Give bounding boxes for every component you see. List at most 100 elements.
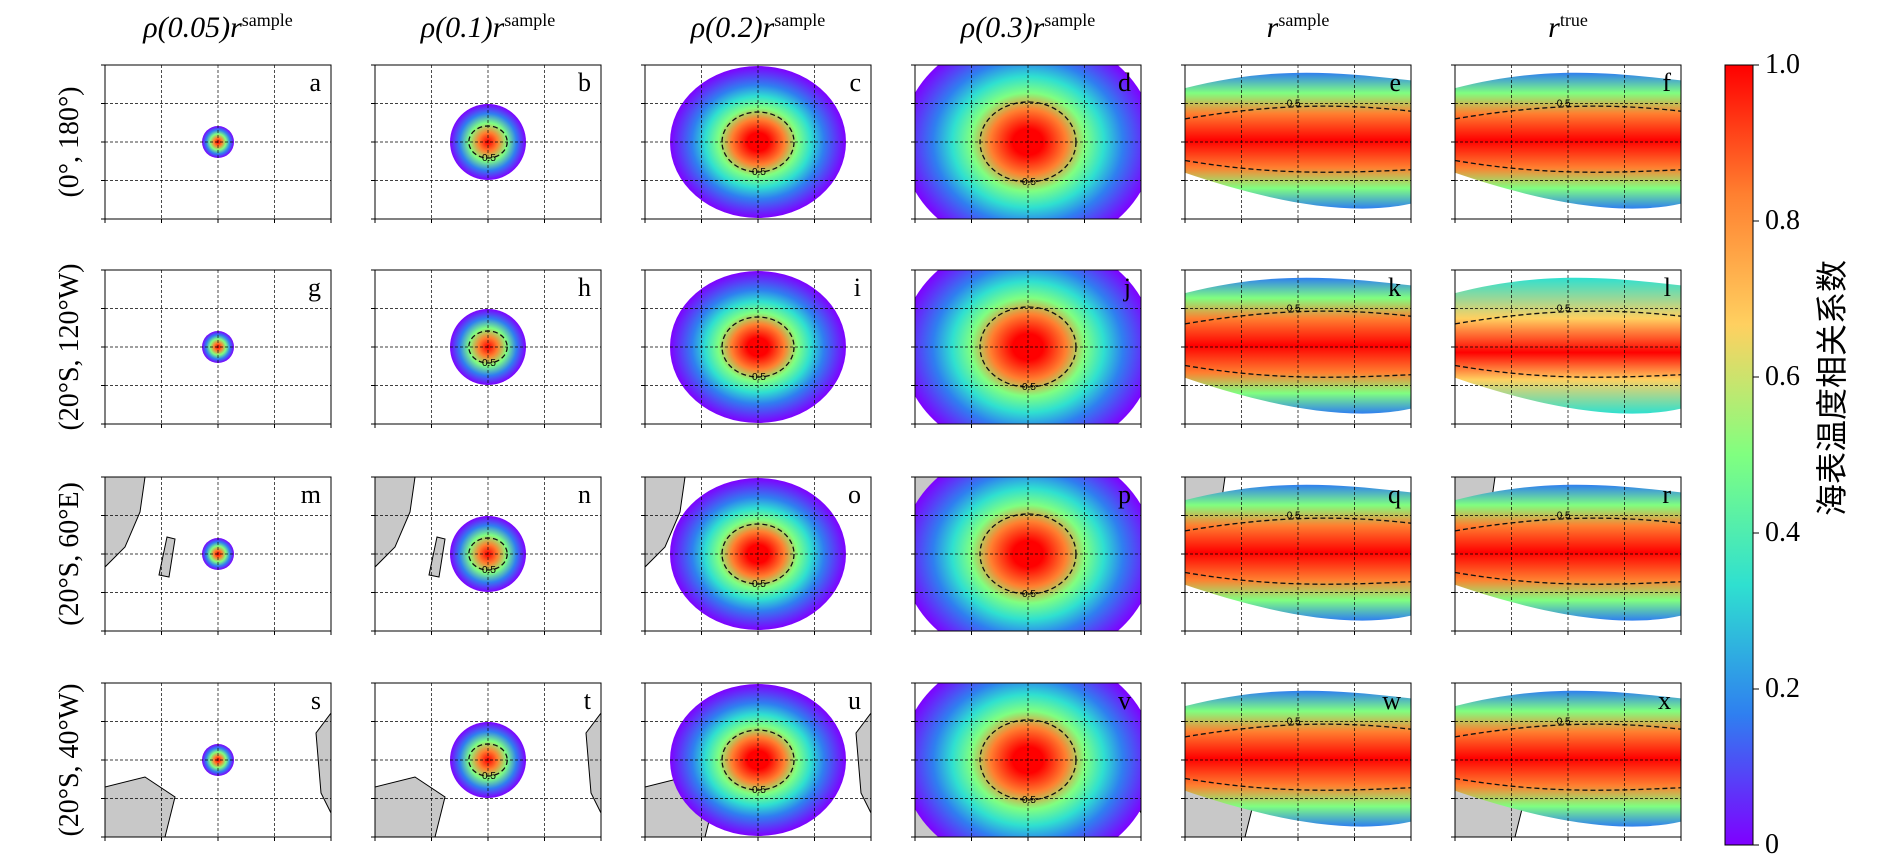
panel-label: f [1662, 68, 1671, 97]
contour-label: 0.5 [1557, 99, 1571, 110]
colorbar-bar [1724, 64, 1754, 846]
land-africa [645, 477, 686, 568]
panel-v: 0.5 v [911, 682, 1142, 841]
column-title-rho01: ρ(0.1)rsample [420, 10, 556, 44]
contour-label: 0.5 [752, 372, 766, 383]
panel-label: o [848, 480, 861, 509]
contour-0-5 [1185, 159, 1411, 173]
panel-label: e [1389, 68, 1401, 97]
panel-f: 0.5 f [1451, 64, 1682, 223]
land-south-america [105, 776, 176, 837]
contour-0-5 [1455, 723, 1681, 738]
panel-q: 0.5 q [1181, 476, 1412, 635]
panel-i: 0.5 i [641, 269, 872, 428]
contour-label: 0.5 [752, 579, 766, 590]
panel-label: w [1382, 686, 1401, 715]
panel-e: 0.5 e [1181, 64, 1412, 223]
contour-label: 0.5 [752, 167, 766, 178]
panel-label: r [1662, 480, 1671, 509]
contour-label: 0.5 [482, 771, 496, 782]
panel-g: g [101, 269, 332, 428]
contour-0-5 [1185, 105, 1411, 120]
contour-label: 0.5 [482, 358, 496, 369]
contour-0-5 [1185, 723, 1411, 738]
contour-label: 0.5 [1022, 589, 1036, 600]
contour-label: 0.5 [1287, 511, 1301, 522]
land-africa [105, 477, 146, 568]
panel-label: d [1118, 68, 1131, 97]
contour-label: 0.5 [1557, 717, 1571, 728]
panel-label: x [1658, 686, 1671, 715]
panel-h: 0.5 h [371, 269, 602, 428]
panel-b: 0.5 b [371, 64, 602, 223]
panel-x: 0.5 x [1451, 682, 1682, 841]
panel-label: q [1388, 480, 1401, 509]
colorbar-tick-label: 0.4 [1765, 517, 1800, 548]
panel-label: k [1388, 273, 1401, 302]
contour-label: 0.5 [1022, 795, 1036, 806]
contour-0-5 [1455, 517, 1681, 532]
colorbar-tick-label: 1.0 [1765, 49, 1800, 80]
colorbar-label: 海表温度相关系数 [1813, 260, 1851, 517]
colorbar [1724, 64, 1759, 846]
contour-label: 0.5 [1557, 511, 1571, 522]
panel-label: l [1664, 273, 1671, 302]
panel-label: n [578, 480, 591, 509]
panel-o: 0.5 o [641, 476, 872, 635]
panel-u: 0.5 u [641, 682, 872, 841]
land-africa [375, 477, 416, 568]
panel-l: 0.5 l [1451, 269, 1682, 428]
contour-label: 0.5 [482, 565, 496, 576]
contour-0-5 [1185, 517, 1411, 532]
panel-w: 0.5 w [1181, 682, 1412, 841]
contour-label: 0.5 [1022, 382, 1036, 393]
contour-label: 0.5 [1557, 304, 1571, 315]
panel-a: a [101, 64, 332, 223]
panel-label: a [309, 68, 321, 97]
panel-label: v [1118, 686, 1131, 715]
land-africa-west [315, 712, 331, 814]
column-title-rho03: ρ(0.3)rsample [960, 10, 1096, 44]
colorbar-tick-label: 0.8 [1765, 205, 1800, 236]
land-south-america [375, 776, 446, 837]
contour-0-5 [1455, 105, 1681, 120]
panel-t: 0.5 t [371, 682, 602, 841]
panel-label: c [849, 68, 861, 97]
panel-r: 0.5 r [1451, 476, 1682, 635]
panel-label: s [311, 686, 321, 715]
panel-s: s [101, 682, 332, 841]
contour-0-5 [1455, 310, 1681, 325]
contour-0-5 [1185, 310, 1411, 325]
panel-label: u [848, 686, 861, 715]
contour-label: 0.5 [1287, 99, 1301, 110]
panel-label: t [584, 686, 592, 715]
panel-d: 0.5 d [911, 64, 1142, 223]
contour-label: 0.5 [1022, 177, 1036, 188]
panel-label: h [578, 273, 591, 302]
column-title-sample: rsample [1266, 10, 1330, 44]
panel-m: m [101, 476, 332, 635]
colorbar-tick-label: 0 [1765, 829, 1779, 860]
panel-label: j [1123, 273, 1131, 302]
land-africa-west [585, 712, 601, 814]
panel-label: i [854, 273, 861, 302]
contour-label: 0.5 [1287, 717, 1301, 728]
contour-label: 0.5 [1287, 304, 1301, 315]
panel-p: 0.5 p [911, 476, 1142, 635]
column-title-true: rtrue [1548, 10, 1588, 44]
land-africa-west [855, 712, 871, 814]
contour-0-5 [1455, 364, 1681, 378]
colorbar-tick-label: 0.2 [1765, 673, 1800, 704]
contour-0-5 [1455, 777, 1681, 791]
contour-0-5 [1455, 571, 1681, 585]
panel-k: 0.5 k [1181, 269, 1412, 428]
panel-j: 0.5 j [911, 269, 1142, 428]
panel-label: g [308, 273, 321, 302]
panel-label: b [578, 68, 591, 97]
panel-c: 0.5 c [641, 64, 872, 223]
column-title-rho005: ρ(0.05)rsample [143, 10, 293, 44]
contour-label: 0.5 [482, 153, 496, 164]
panel-label: p [1118, 480, 1131, 509]
